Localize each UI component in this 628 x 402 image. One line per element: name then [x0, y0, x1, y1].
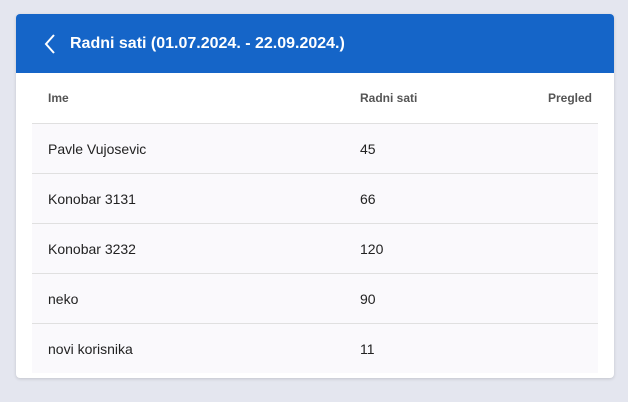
table-cell: 120 — [359, 223, 488, 274]
card: Radni sati (01.07.2024. - 22.09.2024.) I… — [16, 14, 614, 378]
table: Ime Radni sati Pregled Pavle Vujosevic 45… — [32, 73, 598, 373]
table-row[interactable]: novi korisnika 11 — [32, 323, 598, 374]
table-cell — [488, 324, 598, 374]
table-row[interactable]: Pavle Vujosevic 45 — [32, 123, 598, 174]
table-row[interactable]: Konobar 3131 66 — [32, 173, 598, 224]
table-cell: Konobar 3131 — [32, 173, 359, 224]
column-header: Pregled — [487, 73, 598, 124]
table-body: Pavle Vujosevic 45 Konobar 3131 66 Konobar 3… — [32, 123, 598, 374]
table-cell: 66 — [359, 173, 488, 224]
column-header: Ime — [32, 73, 359, 124]
table-cell: Pavle Vujosevic — [32, 123, 359, 174]
table-cell: 11 — [360, 340, 375, 357]
table-cell — [487, 173, 598, 224]
title: Radni sati (01.07.2024. - 22.09.2024.) — [70, 34, 345, 52]
table-cell: neko — [32, 273, 359, 324]
table-row[interactable]: Konobar 3232 120 — [32, 223, 598, 274]
table-cell — [487, 273, 598, 324]
header: Radni sati (01.07.2024. - 22.09.2024.) — [16, 14, 614, 73]
back-button[interactable] — [44, 33, 56, 55]
table-cell: 45 — [359, 123, 488, 174]
table-cell — [487, 123, 598, 174]
header-row: Ime Radni sati Pregled — [32, 73, 598, 124]
table-row[interactable]: neko 90 — [32, 273, 598, 324]
table-cell: novi korisnika — [48, 340, 133, 357]
column-header: Radni sati — [359, 73, 488, 124]
table-cell: Konobar 3232 — [32, 223, 359, 274]
table-cell — [487, 223, 598, 274]
table-cell: 90 — [359, 273, 488, 324]
